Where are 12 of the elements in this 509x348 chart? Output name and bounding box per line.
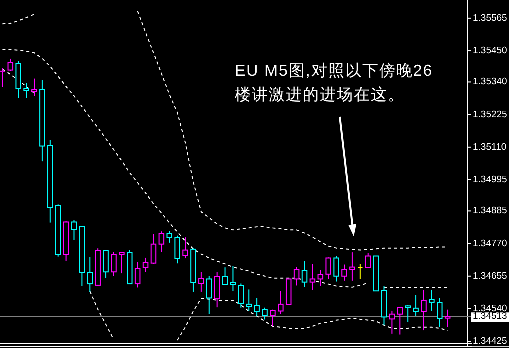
- annotation: EU M5图,对照以下傍晚26 楼讲激进的进场在这。: [235, 63, 434, 104]
- y-tick-label: 1.35565: [473, 12, 508, 24]
- y-tick-label: 1.35225: [473, 109, 508, 120]
- y-tick-label: 1.35450: [473, 46, 508, 57]
- y-tick-label: 1.34425: [473, 336, 508, 348]
- y-tick-label: 1.34995: [473, 174, 508, 186]
- y-tick-label: 1.35110: [473, 142, 507, 153]
- ref-line-label: 1.34513: [473, 311, 508, 322]
- y-tick-label: 1.35340: [473, 76, 508, 88]
- y-tick-label: 1.34770: [473, 238, 508, 250]
- y-tick-label: 1.34655: [473, 270, 508, 282]
- y-tick-label: 1.34885: [473, 206, 508, 217]
